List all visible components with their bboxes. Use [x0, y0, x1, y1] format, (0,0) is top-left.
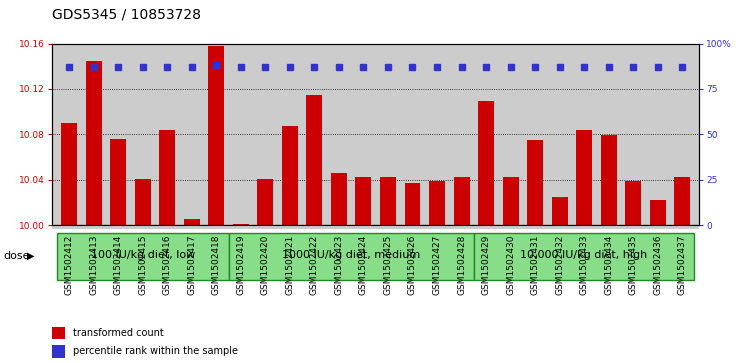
- Bar: [380, 178, 396, 225]
- Text: transformed count: transformed count: [73, 328, 163, 338]
- Bar: [184, 219, 200, 225]
- Bar: [159, 130, 176, 225]
- Bar: [527, 140, 543, 225]
- Bar: [110, 139, 126, 225]
- Bar: [600, 135, 617, 225]
- Bar: [52, 327, 65, 339]
- Bar: [233, 224, 248, 225]
- Bar: [356, 178, 371, 225]
- Bar: [52, 345, 65, 358]
- Text: 10,000 IU/kg diet, high: 10,000 IU/kg diet, high: [521, 250, 648, 260]
- Text: ▶: ▶: [27, 251, 34, 261]
- Bar: [405, 183, 420, 225]
- Text: GDS5345 / 10853728: GDS5345 / 10853728: [52, 8, 201, 22]
- Bar: [86, 61, 102, 225]
- Bar: [208, 46, 225, 225]
- Bar: [282, 126, 298, 225]
- Bar: [61, 123, 77, 225]
- Bar: [257, 179, 273, 225]
- FancyBboxPatch shape: [57, 232, 228, 280]
- Bar: [551, 197, 568, 225]
- FancyBboxPatch shape: [474, 232, 694, 280]
- Bar: [478, 101, 494, 225]
- Bar: [503, 178, 519, 225]
- Bar: [650, 200, 666, 225]
- Bar: [674, 178, 690, 225]
- Bar: [307, 95, 322, 225]
- Bar: [331, 173, 347, 225]
- Bar: [625, 181, 641, 225]
- Bar: [429, 181, 445, 225]
- Text: percentile rank within the sample: percentile rank within the sample: [73, 346, 237, 356]
- Bar: [135, 179, 151, 225]
- Text: 1000 IU/kg diet, medium: 1000 IU/kg diet, medium: [282, 250, 420, 260]
- FancyBboxPatch shape: [228, 232, 474, 280]
- Bar: [454, 178, 469, 225]
- Text: dose: dose: [4, 251, 31, 261]
- Text: 100 IU/kg diet, low: 100 IU/kg diet, low: [91, 250, 195, 260]
- Bar: [576, 130, 592, 225]
